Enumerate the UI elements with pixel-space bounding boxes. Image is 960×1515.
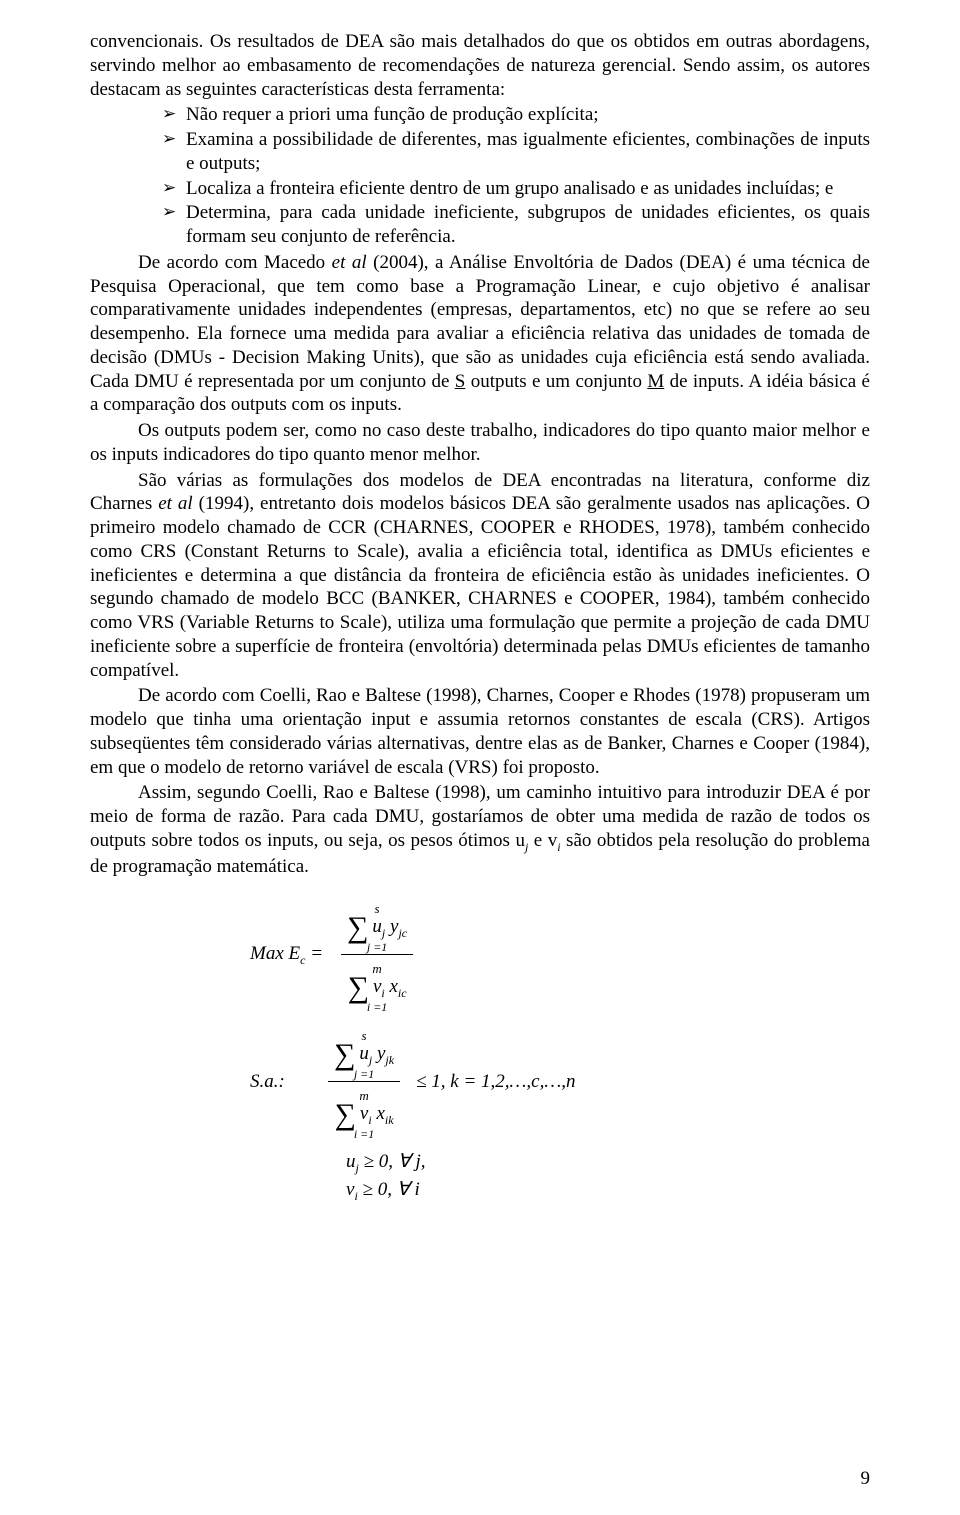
paragraph-3: Os outputs podem ser, como no caso deste… — [90, 419, 870, 467]
frac-bar-1 — [341, 954, 413, 955]
constraint-row: S.a.: s ∑uj yjk j =1 m ∑vi xik i =1 ≤ 1,… — [90, 1023, 870, 1140]
den2-term: vi xik — [360, 1104, 394, 1126]
objective-lhs: Max Ec = — [250, 942, 335, 968]
eq-sign: = — [305, 943, 323, 964]
para4-etal: et al — [158, 493, 192, 514]
feature-list: Não requer a priori uma função de produç… — [90, 103, 870, 249]
para2-m-underline: M — [647, 371, 664, 392]
bullet-item-3: Localiza a fronteira eficiente dentro de… — [162, 177, 870, 201]
den1-sigma: m ∑vi xic i =1 — [348, 962, 407, 1013]
paragraph-2: De acordo com Macedo et al (2004), a Aná… — [90, 251, 870, 417]
constraint-uj: uj ≥ 0, ∀ j, — [90, 1150, 870, 1176]
num1-sigma: s ∑uj yjc j =1 — [347, 902, 407, 953]
sigma-icon: ∑ — [334, 1040, 359, 1070]
para2-s-underline: S — [455, 371, 466, 392]
num1-bot: j =1 — [367, 941, 387, 953]
bullet-item-1: Não requer a priori uma função de produç… — [162, 103, 870, 127]
paragraph-6: Assim, segundo Coelli, Rao e Baltese (19… — [90, 781, 870, 878]
num2-sigma: s ∑uj yjk j =1 — [334, 1029, 394, 1080]
constraint-vi: vi ≥ 0, ∀ i — [90, 1178, 870, 1204]
para2-seg-e: outputs e um conjunto — [465, 371, 647, 392]
den1-bot: i =1 — [367, 1001, 387, 1013]
num2-term: uj yjk — [359, 1044, 394, 1066]
math-block: Max Ec = s ∑uj yjc j =1 m ∑vi xic i =1 S… — [90, 896, 870, 1204]
objective-fraction: s ∑uj yjc j =1 m ∑vi xic i =1 — [341, 896, 413, 1013]
frac-bar-2 — [328, 1081, 400, 1082]
para2-seg-a: De acordo com Macedo — [138, 252, 332, 273]
paragraph-1: convencionais. Os resultados de DEA são … — [90, 30, 870, 101]
paragraph-4: São várias as formulações dos modelos de… — [90, 469, 870, 683]
den2-sigma: m ∑vi xik i =1 — [335, 1089, 394, 1140]
para4-seg-c: (1994), entretanto dois modelos básicos … — [90, 493, 870, 680]
para6-seg-b: e v — [528, 830, 557, 851]
sigma-icon: ∑ — [348, 973, 373, 1003]
sa-label: S.a.: — [250, 1070, 322, 1094]
num1-term: uj yjc — [372, 917, 407, 939]
den2-bot: i =1 — [354, 1128, 374, 1140]
bullet-item-2: Examina a possibilidade de diferentes, m… — [162, 128, 870, 176]
para2-etal: et al — [332, 252, 367, 273]
bullet-item-4: Determina, para cada unidade ineficiente… — [162, 201, 870, 249]
sigma-icon: ∑ — [347, 913, 372, 943]
max-ec: Max E — [250, 943, 300, 964]
constraint-rhs: ≤ 1, k = 1,2,…,c,…,n — [406, 1070, 575, 1094]
constraint-fraction: s ∑uj yjk j =1 m ∑vi xik i =1 — [328, 1023, 400, 1140]
den1-term: vi xic — [373, 977, 407, 999]
page-number: 9 — [861, 1467, 871, 1491]
num2-bot: j =1 — [354, 1068, 374, 1080]
paragraph-5: De acordo com Coelli, Rao e Baltese (199… — [90, 684, 870, 779]
sigma-icon: ∑ — [335, 1100, 360, 1130]
objective-row: Max Ec = s ∑uj yjc j =1 m ∑vi xic i =1 — [90, 896, 870, 1013]
